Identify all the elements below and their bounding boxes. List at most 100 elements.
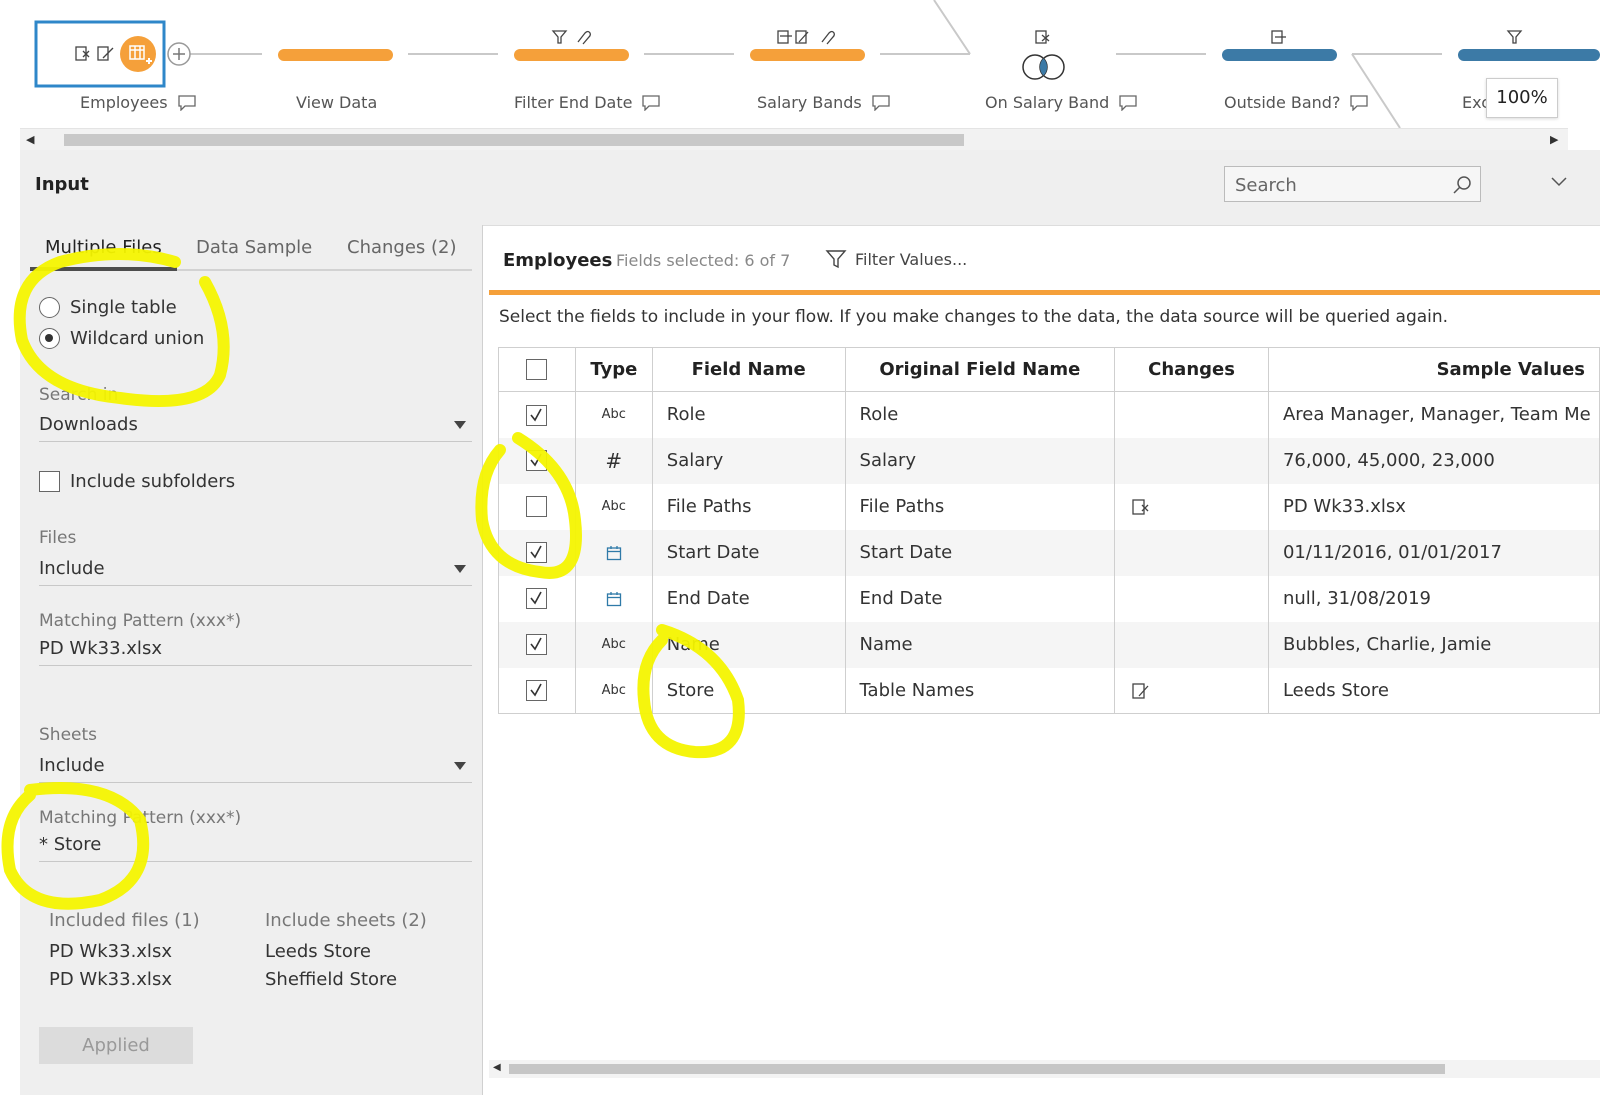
date-type-icon[interactable] [574,529,653,576]
scroll-left-arrow-icon[interactable]: ◀ [493,1062,501,1073]
tab-multiple-files[interactable]: Multiple Files [45,237,162,258]
select-all-checkbox[interactable] [526,359,548,381]
select-all-header[interactable] [498,347,576,392]
changes-cell[interactable] [1114,667,1269,714]
flow-horizontal-scrollbar[interactable]: ◀ ▶ [20,128,1568,150]
sheets-label: Sheets [39,725,98,745]
files-select[interactable]: Include [39,558,472,586]
included-file-item: PD Wk33.xlsx [49,941,172,962]
comment-icon[interactable] [1119,94,1137,111]
table-row[interactable]: Abc Name Name Bubbles, Charlie, Jamie [498,621,1600,668]
checkbox-checked[interactable] [526,542,548,564]
scroll-right-arrow-icon[interactable]: ▶ [1550,133,1559,146]
filter-values-label: Filter Values... [855,249,968,269]
node-view-data[interactable]: View Data [296,93,377,112]
radio-button[interactable] [39,297,60,318]
zoom-level[interactable]: 100% [1486,78,1558,118]
checkbox[interactable] [526,496,548,518]
field-name-cell[interactable]: Start Date [651,529,846,576]
checkbox-checked[interactable] [526,634,548,656]
checkbox[interactable] [39,471,60,492]
search-icon[interactable] [1452,175,1472,195]
table-row[interactable]: # Salary Salary 76,000, 45,000, 23,000 [498,437,1600,484]
panel-search[interactable] [1224,166,1481,202]
string-type-icon[interactable]: Abc [574,621,653,668]
row-checkbox-cell[interactable] [498,483,576,530]
fields-horizontal-scrollbar[interactable]: ◀ [489,1060,1600,1078]
table-row[interactable]: Abc File Paths File Paths PD Wk33.xlsx [498,483,1600,530]
include-sheets-header: Include sheets (2) [265,910,427,931]
remove-field-icon[interactable] [1131,497,1151,517]
chevron-down-icon[interactable] [1550,176,1568,188]
calendar-icon[interactable] [606,545,622,561]
scrollbar-thumb[interactable] [64,134,964,146]
row-checkbox-cell[interactable] [498,529,576,576]
radio-single-table[interactable]: Single table [39,297,177,318]
row-checkbox-cell[interactable] [498,667,576,714]
column-header-original-field-name[interactable]: Original Field Name [844,347,1116,392]
checkbox-checked[interactable] [526,404,548,426]
applied-button[interactable]: Applied [39,1027,193,1064]
included-sheet-item: Leeds Store [265,941,371,962]
search-in-select[interactable]: Downloads [39,414,472,442]
sheets-select[interactable]: Include [39,755,472,783]
string-type-icon[interactable]: Abc [574,483,653,530]
checkbox-checked[interactable] [526,680,548,701]
scroll-left-arrow-icon[interactable]: ◀ [26,133,35,146]
node-employees[interactable]: Employees [80,93,196,112]
rename-field-icon[interactable] [1131,681,1151,701]
filter-values-button[interactable]: Filter Values... [825,248,967,270]
radio-label: Wildcard union [70,328,205,349]
changes-cell[interactable] [1114,483,1269,530]
comment-icon[interactable] [1350,94,1369,111]
string-type-icon[interactable]: Abc [574,667,653,714]
node-salary-bands[interactable]: Salary Bands [757,93,890,112]
fields-table: Type Field Name Original Field Name Chan… [498,347,1600,714]
date-type-icon[interactable] [574,575,653,622]
field-name-cell[interactable]: File Paths [651,483,846,530]
column-header-sample-values[interactable]: Sample Values [1267,347,1600,392]
field-name-cell[interactable]: Name [651,621,846,668]
comment-icon[interactable] [177,94,196,111]
checkbox-checked[interactable] [526,588,548,610]
field-name-cell[interactable]: End Date [651,575,846,622]
tab-data-sample[interactable]: Data Sample [196,237,313,258]
row-checkbox-cell[interactable] [498,621,576,668]
row-checkbox-cell[interactable] [498,437,576,484]
comment-icon[interactable] [642,94,661,111]
number-type-icon[interactable]: # [574,437,653,484]
node-filter-end-date[interactable]: Filter End Date [514,93,661,112]
field-name-cell[interactable]: Store [651,667,846,714]
sample-values-cell: 76,000, 45,000, 23,000 [1267,437,1600,484]
field-name-cell[interactable]: Salary [651,437,846,484]
row-checkbox-cell[interactable] [498,391,576,438]
flow-canvas[interactable]: Employees View Data Filter End Date Sala… [0,0,1600,128]
calendar-icon[interactable] [606,591,622,607]
sheets-pattern-input[interactable]: * Store [39,834,472,862]
files-pattern-input[interactable]: PD Wk33.xlsx [39,638,472,666]
column-header-changes[interactable]: Changes [1114,347,1269,392]
table-row[interactable]: Abc Store Table Names Leeds Store [498,667,1600,714]
string-type-icon[interactable]: Abc [574,391,653,438]
field-name-cell[interactable]: Role [651,391,846,438]
node-outside-band[interactable]: Outside Band? [1224,93,1369,112]
original-field-name-cell: Role [844,391,1116,438]
radio-wildcard-union[interactable]: Wildcard union [39,328,204,349]
table-row[interactable]: Start Date Start Date 01/11/2016, 01/01/20… [498,529,1600,576]
table-row[interactable]: End Date End Date null, 31/08/2019 [498,575,1600,622]
column-header-type[interactable]: Type [574,347,653,392]
column-header-field-name[interactable]: Field Name [651,347,846,392]
search-input[interactable] [1235,175,1435,196]
radio-button-selected[interactable] [39,328,60,349]
checkbox-checked[interactable] [526,450,548,472]
node-exclude[interactable]: Exc [1462,93,1490,112]
node-on-salary-band[interactable]: On Salary Band [985,93,1137,112]
original-field-name-cell: Table Names [844,667,1116,714]
comment-icon[interactable] [872,94,890,111]
include-subfolders-checkbox[interactable]: Include subfolders [39,471,235,492]
table-row[interactable]: Abc Role Role Area Manager, Manager, Team M… [498,391,1600,438]
tab-changes[interactable]: Changes (2) [347,237,457,258]
panel-splitter[interactable] [482,225,483,1095]
scrollbar-thumb[interactable] [509,1064,1445,1074]
row-checkbox-cell[interactable] [498,575,576,622]
